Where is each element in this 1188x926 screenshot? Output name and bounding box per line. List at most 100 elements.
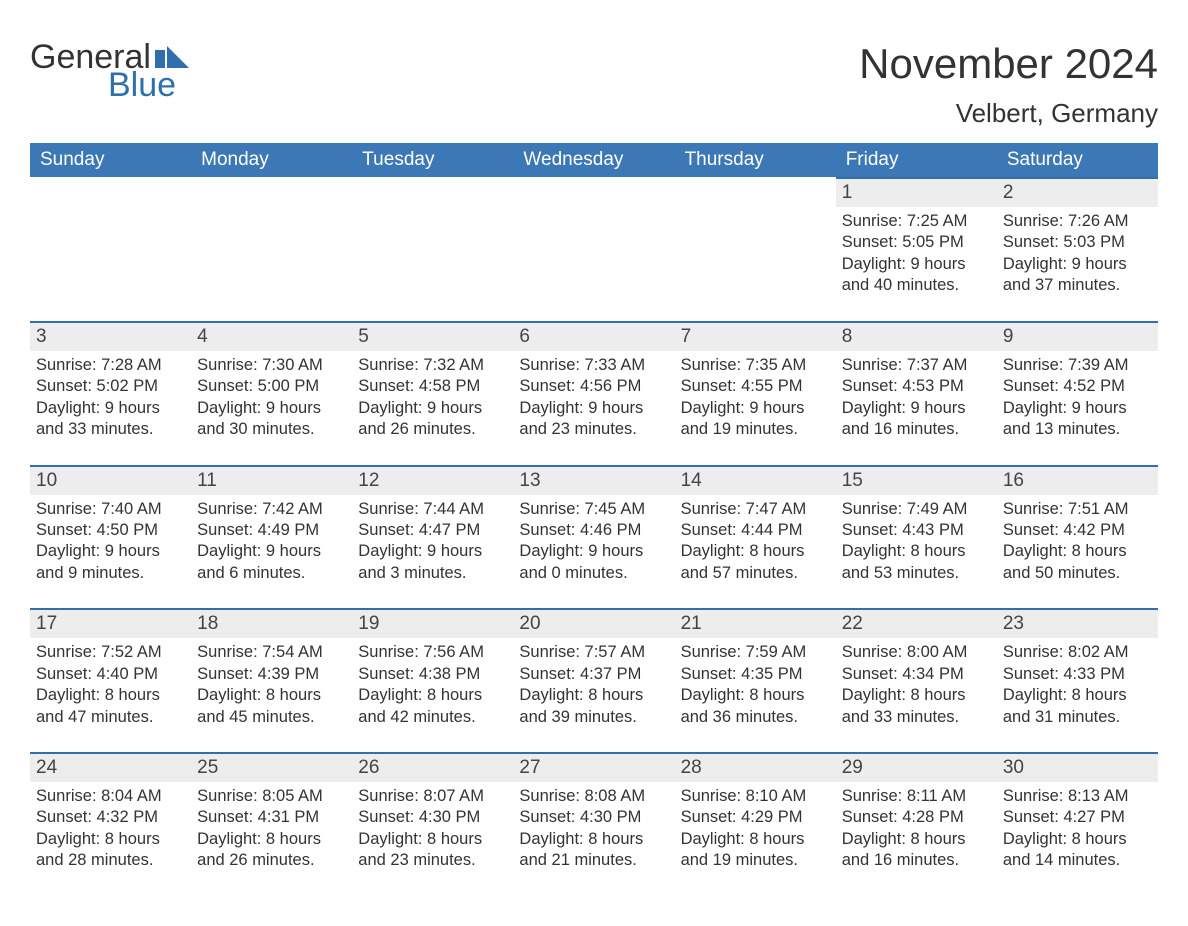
day-number: 3 xyxy=(30,321,191,351)
day-number: 23 xyxy=(997,608,1158,638)
day-number: 28 xyxy=(675,752,836,782)
day-cell: 10 Sunrise: 7:40 AMSunset: 4:50 PMDayligh… xyxy=(30,465,191,591)
day-cell: 1 Sunrise: 7:25 AMSunset: 5:05 PMDaylight… xyxy=(836,177,997,303)
day-details: Sunrise: 8:13 AMSunset: 4:27 PMDaylight:… xyxy=(1003,786,1152,872)
day-number: 1 xyxy=(836,177,997,207)
day-cell: 6 Sunrise: 7:33 AMSunset: 4:56 PMDaylight… xyxy=(513,321,674,447)
title-block: November 2024 Velbert, Germany xyxy=(859,40,1158,129)
day-cell: 2 Sunrise: 7:26 AMSunset: 5:03 PMDaylight… xyxy=(997,177,1158,303)
day-details: Sunrise: 7:54 AMSunset: 4:39 PMDaylight:… xyxy=(197,642,346,728)
day-number: 7 xyxy=(675,321,836,351)
dow-cell: Tuesday xyxy=(352,143,513,177)
dow-cell: Monday xyxy=(191,143,352,177)
day-cell: 27 Sunrise: 8:08 AMSunset: 4:30 PMDayligh… xyxy=(513,752,674,878)
day-number: 21 xyxy=(675,608,836,638)
day-cell: 17 Sunrise: 7:52 AMSunset: 4:40 PMDayligh… xyxy=(30,608,191,734)
day-cell: 26 Sunrise: 8:07 AMSunset: 4:30 PMDayligh… xyxy=(352,752,513,878)
day-number: 26 xyxy=(352,752,513,782)
day-cell: . xyxy=(513,177,674,303)
day-cell: . xyxy=(30,177,191,303)
day-details: Sunrise: 7:40 AMSunset: 4:50 PMDaylight:… xyxy=(36,499,185,585)
day-number: 2 xyxy=(997,177,1158,207)
day-details: Sunrise: 7:44 AMSunset: 4:47 PMDaylight:… xyxy=(358,499,507,585)
day-details: Sunrise: 7:28 AMSunset: 5:02 PMDaylight:… xyxy=(36,355,185,441)
day-details: Sunrise: 7:45 AMSunset: 4:46 PMDaylight:… xyxy=(519,499,668,585)
day-details: Sunrise: 8:07 AMSunset: 4:30 PMDaylight:… xyxy=(358,786,507,872)
day-number: 27 xyxy=(513,752,674,782)
day-details: Sunrise: 7:30 AMSunset: 5:00 PMDaylight:… xyxy=(197,355,346,441)
logo: General Blue xyxy=(30,40,189,102)
day-number: 18 xyxy=(191,608,352,638)
day-details: Sunrise: 8:04 AMSunset: 4:32 PMDaylight:… xyxy=(36,786,185,872)
week-row: .....1Sunrise: 7:25 AMSunset: 5:05 PMDay… xyxy=(30,177,1158,303)
day-number: 6 xyxy=(513,321,674,351)
day-cell: 18 Sunrise: 7:54 AMSunset: 4:39 PMDayligh… xyxy=(191,608,352,734)
day-number: 8 xyxy=(836,321,997,351)
day-cell: 8 Sunrise: 7:37 AMSunset: 4:53 PMDaylight… xyxy=(836,321,997,447)
day-cell: 13 Sunrise: 7:45 AMSunset: 4:46 PMDayligh… xyxy=(513,465,674,591)
day-details: Sunrise: 8:02 AMSunset: 4:33 PMDaylight:… xyxy=(1003,642,1152,728)
dow-cell: Friday xyxy=(836,143,997,177)
day-details: Sunrise: 7:37 AMSunset: 4:53 PMDaylight:… xyxy=(842,355,991,441)
day-cell: 22 Sunrise: 8:00 AMSunset: 4:34 PMDayligh… xyxy=(836,608,997,734)
day-details: Sunrise: 8:08 AMSunset: 4:30 PMDaylight:… xyxy=(519,786,668,872)
day-cell: 15 Sunrise: 7:49 AMSunset: 4:43 PMDayligh… xyxy=(836,465,997,591)
day-number: 11 xyxy=(191,465,352,495)
day-details: Sunrise: 7:39 AMSunset: 4:52 PMDaylight:… xyxy=(1003,355,1152,441)
day-number: 20 xyxy=(513,608,674,638)
day-cell: 14 Sunrise: 7:47 AMSunset: 4:44 PMDayligh… xyxy=(675,465,836,591)
location: Velbert, Germany xyxy=(859,98,1158,129)
week-row: 24 Sunrise: 8:04 AMSunset: 4:32 PMDayligh… xyxy=(30,752,1158,878)
day-number: 16 xyxy=(997,465,1158,495)
day-number: 14 xyxy=(675,465,836,495)
day-details: Sunrise: 8:11 AMSunset: 4:28 PMDaylight:… xyxy=(842,786,991,872)
day-cell: 23 Sunrise: 8:02 AMSunset: 4:33 PMDayligh… xyxy=(997,608,1158,734)
day-number: 9 xyxy=(997,321,1158,351)
day-number: 10 xyxy=(30,465,191,495)
month-title: November 2024 xyxy=(859,40,1158,88)
day-details: Sunrise: 7:52 AMSunset: 4:40 PMDaylight:… xyxy=(36,642,185,728)
day-cell: 4 Sunrise: 7:30 AMSunset: 5:00 PMDaylight… xyxy=(191,321,352,447)
day-cell: 19Sunrise: 7:56 AMSunset: 4:38 PMDayligh… xyxy=(352,608,513,734)
day-cell: 30 Sunrise: 8:13 AMSunset: 4:27 PMDayligh… xyxy=(997,752,1158,878)
dow-cell: Thursday xyxy=(675,143,836,177)
day-number: 13 xyxy=(513,465,674,495)
day-details: Sunrise: 7:49 AMSunset: 4:43 PMDaylight:… xyxy=(842,499,991,585)
day-number: 24 xyxy=(30,752,191,782)
day-cell: 11 Sunrise: 7:42 AMSunset: 4:49 PMDayligh… xyxy=(191,465,352,591)
day-cell: . xyxy=(352,177,513,303)
day-number: 19 xyxy=(352,608,513,638)
day-number: 17 xyxy=(30,608,191,638)
day-number: 4 xyxy=(191,321,352,351)
day-details: Sunrise: 7:26 AMSunset: 5:03 PMDaylight:… xyxy=(1003,211,1152,297)
day-cell: 20Sunrise: 7:57 AMSunset: 4:37 PMDayligh… xyxy=(513,608,674,734)
day-details: Sunrise: 8:10 AMSunset: 4:29 PMDaylight:… xyxy=(681,786,830,872)
day-details: Sunrise: 8:00 AMSunset: 4:34 PMDaylight:… xyxy=(842,642,991,728)
day-number: 30 xyxy=(997,752,1158,782)
day-cell: 24 Sunrise: 8:04 AMSunset: 4:32 PMDayligh… xyxy=(30,752,191,878)
day-number: 25 xyxy=(191,752,352,782)
day-details: Sunrise: 7:42 AMSunset: 4:49 PMDaylight:… xyxy=(197,499,346,585)
day-cell: . xyxy=(191,177,352,303)
day-cell: 21 Sunrise: 7:59 AMSunset: 4:35 PMDayligh… xyxy=(675,608,836,734)
week-row: 17 Sunrise: 7:52 AMSunset: 4:40 PMDayligh… xyxy=(30,608,1158,734)
logo-word2: Blue xyxy=(108,68,189,102)
day-cell: 9 Sunrise: 7:39 AMSunset: 4:52 PMDaylight… xyxy=(997,321,1158,447)
day-cell: 28 Sunrise: 8:10 AMSunset: 4:29 PMDayligh… xyxy=(675,752,836,878)
day-details: Sunrise: 7:32 AMSunset: 4:58 PMDaylight:… xyxy=(358,355,507,441)
day-number: 22 xyxy=(836,608,997,638)
header: General Blue November 2024 Velbert, Germ… xyxy=(30,40,1158,129)
day-number: 15 xyxy=(836,465,997,495)
dow-cell: Wednesday xyxy=(513,143,674,177)
day-details: Sunrise: 7:35 AMSunset: 4:55 PMDaylight:… xyxy=(681,355,830,441)
day-cell: 7 Sunrise: 7:35 AMSunset: 4:55 PMDaylight… xyxy=(675,321,836,447)
day-cell: 16Sunrise: 7:51 AMSunset: 4:42 PMDayligh… xyxy=(997,465,1158,591)
day-details: Sunrise: 7:25 AMSunset: 5:05 PMDaylight:… xyxy=(842,211,991,297)
day-details: Sunrise: 7:59 AMSunset: 4:35 PMDaylight:… xyxy=(681,642,830,728)
day-details: Sunrise: 7:33 AMSunset: 4:56 PMDaylight:… xyxy=(519,355,668,441)
week-row: 3 Sunrise: 7:28 AMSunset: 5:02 PMDaylight… xyxy=(30,321,1158,447)
day-details: Sunrise: 8:05 AMSunset: 4:31 PMDaylight:… xyxy=(197,786,346,872)
day-details: Sunrise: 7:47 AMSunset: 4:44 PMDaylight:… xyxy=(681,499,830,585)
day-cell: . xyxy=(675,177,836,303)
day-cell: 12Sunrise: 7:44 AMSunset: 4:47 PMDayligh… xyxy=(352,465,513,591)
